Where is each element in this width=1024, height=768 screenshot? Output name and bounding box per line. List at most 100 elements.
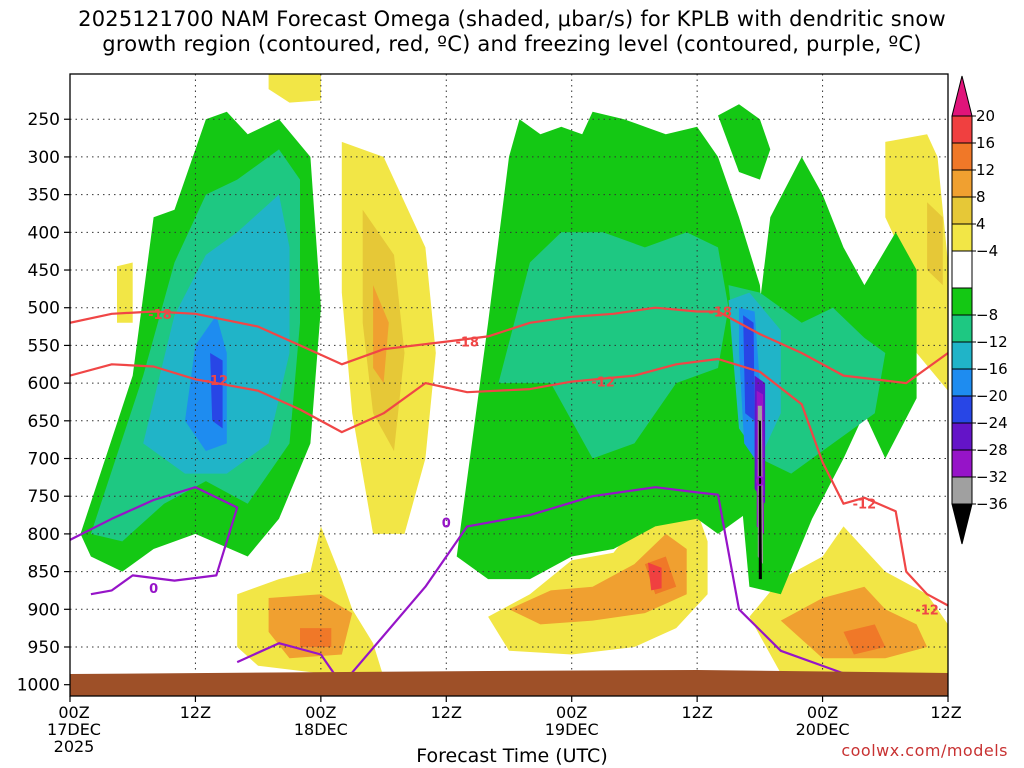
omega-region-0 xyxy=(268,74,321,103)
contour-label-2: -18 xyxy=(455,336,479,351)
colorbar-label-3: 8 xyxy=(976,188,986,206)
colorbar-legend: 20 16 12 8 4 −4 −8 −12 −16 −20 −24 −28 −32 −36 xyxy=(951,75,1008,545)
omega-region-24 xyxy=(718,104,771,180)
x-tick-label-60-0: 12Z xyxy=(681,703,712,722)
colorbar-bin-2 xyxy=(951,169,973,198)
colorbar-label-9: −20 xyxy=(976,387,1008,405)
contour-label-9: 0 xyxy=(755,475,764,490)
contour-line-0 xyxy=(70,306,948,385)
colorbar-bin-13 xyxy=(951,476,973,505)
colorbar-bin-over xyxy=(951,75,973,117)
colorbar-label-11: −28 xyxy=(976,441,1008,459)
contour-label-6: -12 xyxy=(915,603,939,618)
credit-text: coolwx.com/models xyxy=(841,741,1008,760)
omega-region-17 xyxy=(843,624,886,655)
omega-region-26 xyxy=(498,232,729,459)
y-tick-label-650: 650 xyxy=(28,412,60,432)
colorbar-bin-7 xyxy=(951,314,973,343)
y-axis: 250 300 350 400 450 500 550 600 650 700 750 800 850 9… xyxy=(17,110,70,696)
omega-region-10 xyxy=(300,628,332,647)
contour-label-0: -18 xyxy=(148,308,172,323)
chart-title-line-2: growth region (contoured, red, ºC) and f… xyxy=(102,32,922,56)
y-tick-label-1000: 1000 xyxy=(17,676,60,696)
colorbar-label-13: −36 xyxy=(976,495,1008,513)
omega-region-16 xyxy=(780,586,928,659)
colorbar-bin-under xyxy=(951,503,973,545)
x-tick-label-12-0: 12Z xyxy=(180,703,211,722)
colorbar-bin-3 xyxy=(951,196,973,225)
colorbar-label-5: −4 xyxy=(976,242,998,260)
y-tick-label-350: 350 xyxy=(28,186,60,206)
x-tick-label-24-1: 18DEC xyxy=(294,720,348,739)
colorbar-label-6: −8 xyxy=(976,306,998,324)
contour-line-1 xyxy=(70,357,948,607)
colorbar-bin-12 xyxy=(951,449,973,478)
contour-label-8: 0 xyxy=(149,582,158,597)
colorbar-bin-10 xyxy=(951,395,973,424)
contour-label-1: -12 xyxy=(205,374,229,389)
contour-line-3 xyxy=(236,486,948,686)
contour-label-3: -12 xyxy=(591,376,615,391)
colorbar-bin-6 xyxy=(951,287,973,316)
colorbar-label-8: −16 xyxy=(976,360,1008,378)
x-tick-label-48-1: 19DEC xyxy=(545,720,599,739)
colorbar-bin-0 xyxy=(951,115,973,144)
colorbar-label-12: −32 xyxy=(976,468,1008,486)
y-tick-label-850: 850 xyxy=(28,563,60,583)
colorbar-bin-1 xyxy=(951,142,973,171)
y-tick-label-300: 300 xyxy=(28,148,60,168)
y-tick-label-900: 900 xyxy=(28,600,60,620)
y-tick-label-750: 750 xyxy=(28,487,60,507)
y-tick-label-700: 700 xyxy=(28,450,60,470)
y-tick-label-250: 250 xyxy=(28,110,60,130)
omega-region-9 xyxy=(268,594,353,659)
x-tick-label-24-0: 00Z xyxy=(305,703,336,722)
x-axis-title: Forecast Time (UTC) xyxy=(416,745,608,767)
contour-line-2 xyxy=(70,486,239,596)
omega-region-6 xyxy=(927,202,943,286)
y-tick-label-450: 450 xyxy=(28,261,60,281)
colorbar-label-2: 12 xyxy=(976,161,995,179)
y-tick-label-600: 600 xyxy=(28,374,60,394)
omega-region-4 xyxy=(373,285,389,384)
y-tick-label-400: 400 xyxy=(28,223,60,243)
colorbar-bin-5 xyxy=(951,250,973,289)
omega-region-22 xyxy=(210,353,223,429)
x-tick-label-72-0: 00Z xyxy=(807,703,838,722)
y-tick-label-550: 550 xyxy=(28,336,60,356)
terrain-fill xyxy=(70,670,948,696)
x-tick-label-0-1: 17DEC xyxy=(47,720,101,739)
contour-label-4: -18 xyxy=(708,305,732,320)
colorbar-label-0: 20 xyxy=(976,107,995,125)
chart-title-line-1: 2025121700 NAM Forecast Omega (shaded, μ… xyxy=(78,7,946,31)
omega-region-34 xyxy=(758,420,762,580)
omega-shading xyxy=(80,74,948,678)
plot-frame xyxy=(69,73,949,697)
colorbar-bin-11 xyxy=(951,422,973,451)
x-tick-label-72-1: 20DEC xyxy=(796,720,850,739)
colorbar-label-4: 4 xyxy=(976,215,986,233)
surface-terrain xyxy=(70,670,948,696)
y-tick-label-500: 500 xyxy=(28,299,60,319)
x-tick-label-84-0: 12Z xyxy=(930,703,961,722)
colorbar-label-1: 16 xyxy=(976,134,995,152)
isotherm-contours: -18 -12 -18 -12 -18 -12 -12 0 0 0 xyxy=(70,305,948,686)
colorbar-bin-8 xyxy=(951,341,973,370)
colorbar-bin-9 xyxy=(951,368,973,397)
y-tick-label-950: 950 xyxy=(28,638,60,658)
x-tick-label-36-0: 12Z xyxy=(431,703,462,722)
colorbar-label-7: −12 xyxy=(976,333,1008,351)
x-tick-label-48-0: 00Z xyxy=(556,703,587,722)
omega-region-12 xyxy=(509,533,687,625)
y-tick-label-800: 800 xyxy=(28,525,60,545)
x-tick-label-0-0: 00Z xyxy=(58,703,89,722)
x-tick-label-0-2: 2025 xyxy=(54,737,95,756)
omega-region-5 xyxy=(885,134,948,391)
colorbar-label-10: −24 xyxy=(976,414,1008,432)
contour-label-5: -12 xyxy=(853,498,877,513)
omega-region-14 xyxy=(648,562,662,591)
contour-label-7: 0 xyxy=(442,517,451,532)
colorbar-bin-4 xyxy=(951,223,973,252)
